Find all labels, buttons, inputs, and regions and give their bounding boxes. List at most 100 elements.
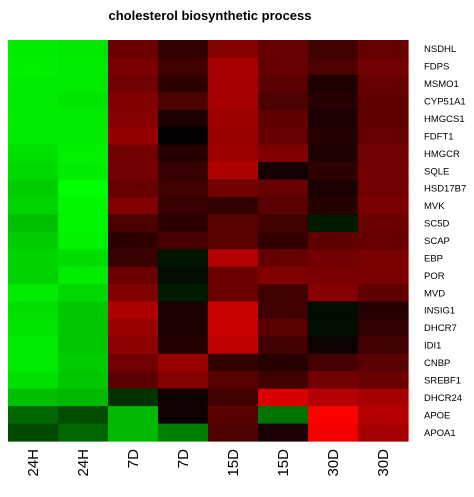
heatmap-cell: [358, 162, 409, 181]
heatmap-cell: [108, 57, 159, 76]
heatmap-cell: [308, 179, 359, 198]
heatmap-cell: [358, 127, 409, 146]
column-label: 30D: [375, 449, 392, 477]
row-label: MVK: [424, 201, 445, 212]
heatmap-cell: [258, 179, 309, 198]
heatmap-cell: [58, 162, 109, 181]
heatmap-cell: [58, 214, 109, 233]
row-label: DHCR7: [424, 323, 457, 334]
heatmap-cell: [58, 284, 109, 303]
heatmap-cell: [158, 406, 209, 425]
row-labels: NSDHL FDPS MSMO1 CYP51A1 HMGCS1 FDFT1 HMGCR SQL…: [424, 44, 466, 439]
row-label: FDPS: [424, 62, 449, 73]
heatmap-cell: [158, 92, 209, 111]
heatmap-cell: [58, 353, 109, 372]
heatmap-cell: [258, 371, 309, 390]
heatmap-cell: [108, 144, 159, 163]
row-label: IDI1: [424, 341, 441, 352]
heatmap-cell: [58, 423, 109, 442]
heatmap-cell: [58, 336, 109, 355]
column-label: 24H: [25, 449, 42, 477]
heatmap-cell: [158, 231, 209, 250]
heatmap-cell: [208, 57, 259, 76]
row-label: MVD: [424, 288, 445, 299]
heatmap-cell: [158, 196, 209, 215]
heatmap-cell: [158, 266, 209, 285]
row-label: CYP51A1: [424, 97, 466, 108]
heatmap-cell: [208, 214, 259, 233]
column-label: 30D: [325, 449, 342, 477]
heatmap-cell: [308, 231, 359, 250]
heatmap-cell: [58, 196, 109, 215]
heatmap-cell: [208, 284, 259, 303]
heatmap-cell: [208, 388, 259, 407]
heatmap-cell: [208, 144, 259, 163]
heatmap-cell: [208, 231, 259, 250]
heatmap-cell: [258, 249, 309, 268]
heatmap-cell: [108, 162, 159, 181]
heatmap-cell: [208, 109, 259, 128]
heatmap-cell: [258, 109, 309, 128]
heatmap-cell: [108, 109, 159, 128]
heatmap-cell: [158, 388, 209, 407]
heatmap-cell: [258, 144, 309, 163]
heatmap-cell: [8, 214, 59, 233]
heatmap-cell: [358, 196, 409, 215]
heatmap-cell: [158, 162, 209, 181]
heatmap-cell: [8, 162, 59, 181]
column-label: 15D: [225, 449, 242, 477]
heatmap-cell: [258, 196, 309, 215]
heatmap-cell: [58, 109, 109, 128]
heatmap-cell: [58, 92, 109, 111]
heatmap-cell: [358, 371, 409, 390]
heatmap-cell: [108, 266, 159, 285]
heatmap-cell: [358, 336, 409, 355]
heatmap-cell: [108, 371, 159, 390]
row-label: INSIG1: [424, 306, 455, 317]
heatmap-cell: [58, 318, 109, 337]
heatmap-cell: [358, 301, 409, 320]
row-label: SREBF1: [424, 375, 461, 386]
heatmap-cell: [8, 336, 59, 355]
heatmap-cell: [358, 388, 409, 407]
heatmap-cell: [58, 74, 109, 93]
heatmap-cell: [108, 406, 159, 425]
heatmap-cell: [308, 40, 359, 59]
heatmap-cell: [8, 57, 59, 76]
heatmap-cell: [208, 301, 259, 320]
heatmap-cell: [258, 406, 309, 425]
row-label: APOE: [424, 410, 450, 421]
heatmap-cell: [8, 109, 59, 128]
heatmap-cell: [208, 179, 259, 198]
heatmap-cell: [8, 196, 59, 215]
row-label: HMGCR: [424, 149, 460, 160]
heatmap-cell: [8, 179, 59, 198]
heatmap-cell: [358, 144, 409, 163]
heatmap-cell: [108, 179, 159, 198]
heatmap-cell: [208, 336, 259, 355]
heatmap-cell: [8, 388, 59, 407]
column-label: 24H: [75, 449, 92, 477]
heatmap-cell: [308, 266, 359, 285]
heatmap-cell: [58, 301, 109, 320]
row-label: MSMO1: [424, 79, 459, 90]
heatmap-cell: [258, 336, 309, 355]
heatmap-cell: [108, 40, 159, 59]
heatmap-cell: [358, 266, 409, 285]
heatmap-cell: [58, 231, 109, 250]
heatmap-cell: [108, 196, 159, 215]
heatmap-cell: [308, 318, 359, 337]
heatmap-cell: [108, 74, 159, 93]
chart-title: cholesterol biosynthetic process: [108, 8, 311, 23]
heatmap-cell: [58, 249, 109, 268]
heatmap-cell: [308, 353, 359, 372]
heatmap-cell: [58, 266, 109, 285]
heatmap-cell: [208, 40, 259, 59]
row-label: NSDHL: [424, 44, 456, 55]
heatmap-cell: [258, 214, 309, 233]
column-label: 7D: [125, 449, 142, 468]
heatmap-cell: [308, 214, 359, 233]
row-label: CNBP: [424, 358, 450, 369]
heatmap-cell: [358, 40, 409, 59]
heatmap-cell: [208, 371, 259, 390]
